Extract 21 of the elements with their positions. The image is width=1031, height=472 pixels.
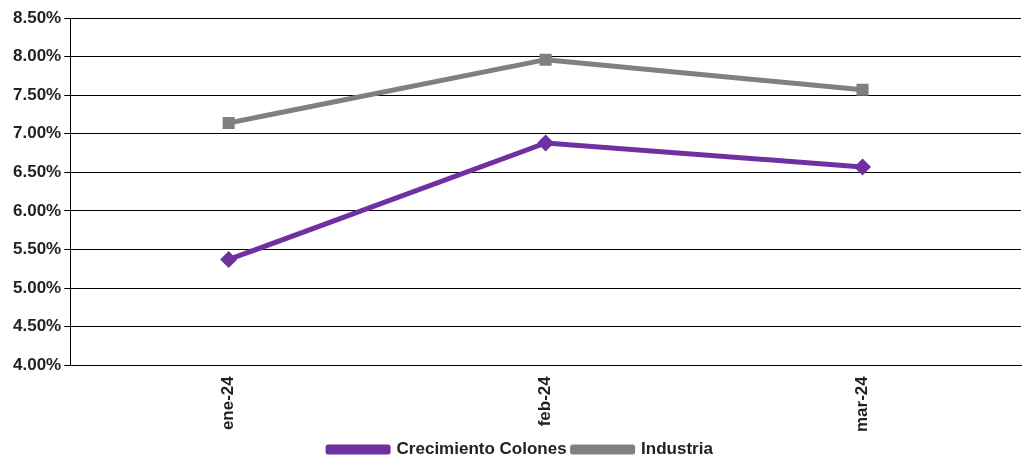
y-tick-label: 7.50% <box>13 84 62 104</box>
legend-label: Industria <box>641 439 714 459</box>
x-tick-label: mar-24 <box>852 375 872 433</box>
point <box>222 116 235 129</box>
y-tick-label: 7.00% <box>13 123 62 143</box>
y-tick-label: 8.50% <box>13 7 62 27</box>
legend-label: Crecimiento Colones <box>396 439 567 459</box>
y-tick-label: 6.50% <box>13 162 62 182</box>
x-tick-label: feb-24 <box>535 375 555 427</box>
y-tick-label: 4.50% <box>13 316 62 336</box>
x-tick-label: ene-24 <box>218 375 238 431</box>
y-tick-label: 6.00% <box>13 200 62 220</box>
y-tick-label: 5.00% <box>13 277 62 297</box>
point <box>856 83 869 96</box>
point <box>221 252 237 268</box>
point <box>539 53 552 66</box>
point <box>855 159 871 175</box>
y-tick-label: 5.50% <box>13 239 62 259</box>
y-tick-label: 8.00% <box>13 46 62 66</box>
y-tick-label: 4.00% <box>13 354 62 374</box>
point <box>538 135 554 151</box>
